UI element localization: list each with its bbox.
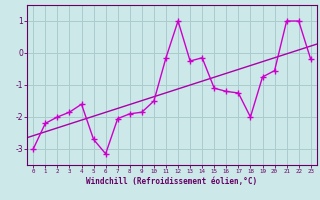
X-axis label: Windchill (Refroidissement éolien,°C): Windchill (Refroidissement éolien,°C): [86, 177, 258, 186]
